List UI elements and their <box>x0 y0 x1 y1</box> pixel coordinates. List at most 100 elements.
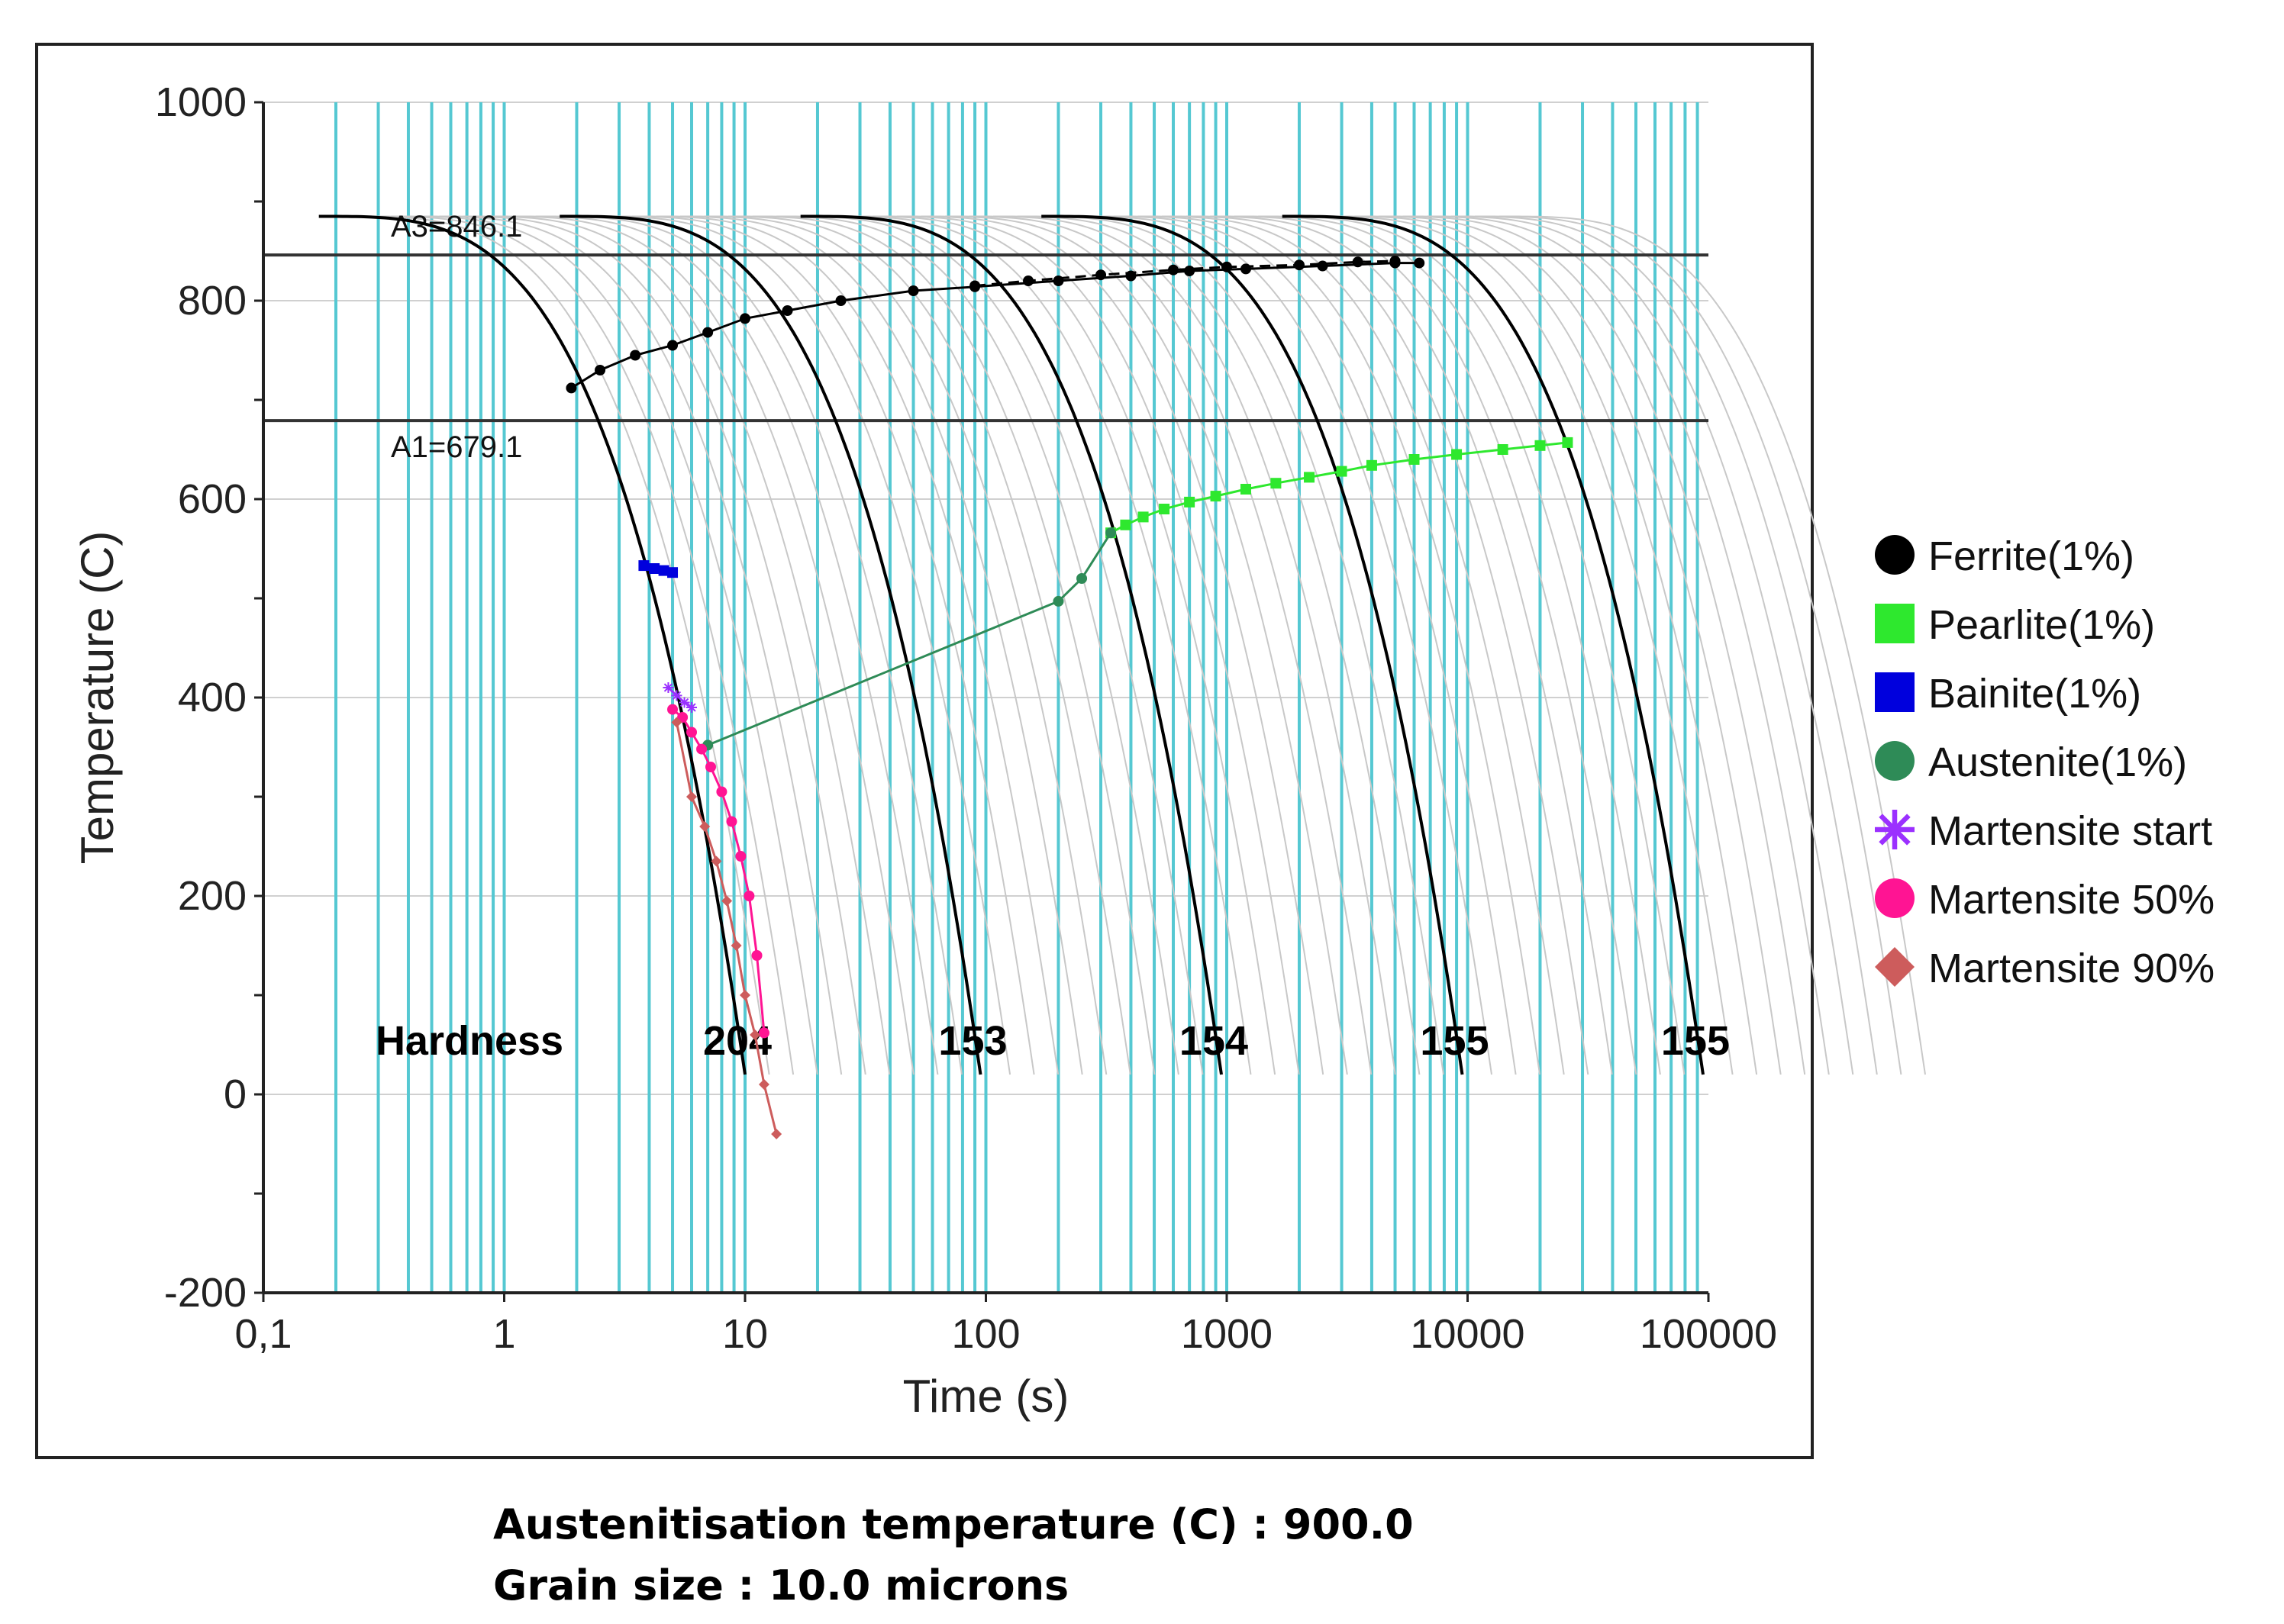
legend-label: Martensite start <box>1928 808 2212 854</box>
data-point <box>1451 449 1463 460</box>
data-point <box>1023 276 1034 286</box>
data-point <box>649 563 660 574</box>
fan-curve <box>1162 215 1589 1075</box>
hardness-label: Hardness <box>376 1018 563 1064</box>
fan-curve <box>824 215 1252 1075</box>
fan-curve <box>463 215 891 1075</box>
fan-curve <box>993 215 1421 1075</box>
legend-label: Martensite 90% <box>1928 946 2215 991</box>
data-point <box>969 280 981 292</box>
data-point <box>1270 478 1282 489</box>
hardness-value-1: 204 <box>703 1018 772 1064</box>
fan-curve <box>1450 215 1878 1075</box>
legend-swatch <box>1875 878 1915 918</box>
fan-curve <box>1330 215 1758 1075</box>
data-point <box>1240 484 1251 495</box>
fan-curve <box>366 215 795 1075</box>
cooling-curve-5 <box>1282 214 1705 1075</box>
legend-label: Austenite(1%) <box>1928 740 2187 785</box>
series-4 <box>702 527 1117 751</box>
data-point <box>740 313 750 324</box>
data-point <box>595 365 606 375</box>
fan-curve <box>391 215 818 1075</box>
legend-swatch <box>1875 810 1915 849</box>
data-point <box>566 382 577 394</box>
data-point <box>744 891 755 901</box>
data-point <box>751 950 763 961</box>
data-point <box>1210 491 1221 502</box>
y-tick-label: 800 <box>178 278 247 324</box>
y-tick-label: -200 <box>164 1270 247 1316</box>
series-6 <box>667 704 769 1039</box>
y-axis-title: Temperature (C) <box>72 531 123 865</box>
legend-entry: Pearlite(1%) <box>1875 602 2155 648</box>
fan-curve <box>487 215 915 1075</box>
series-line <box>675 722 778 1135</box>
cooling-curve-1 <box>318 214 747 1075</box>
fan-curve <box>343 215 770 1075</box>
cooling-curves: 204 153 154 155 155 Hardness <box>318 214 1730 1075</box>
data-point <box>782 305 793 316</box>
data-point <box>671 690 682 701</box>
star-stroke <box>672 691 682 701</box>
fan-curve <box>873 215 1300 1075</box>
data-point <box>1120 519 1131 530</box>
data-point <box>740 990 750 1000</box>
series-line <box>707 532 1112 746</box>
y-tick-label: 0 <box>224 1071 247 1117</box>
data-point <box>658 565 669 576</box>
legend-swatch <box>1875 604 1915 643</box>
fan-curve <box>511 215 939 1075</box>
fan-curve <box>1210 215 1637 1075</box>
fan-curve <box>680 215 1108 1075</box>
x-tick-label: 10 <box>722 1311 768 1357</box>
legend-swatch <box>1875 947 1915 987</box>
fan-curve <box>1137 215 1565 1075</box>
austenitisation-caption: Austenitisation temperature (C) : 900.0 <box>493 1500 1414 1548</box>
data-point <box>1105 527 1117 539</box>
x-tick-label: 10000 <box>1410 1311 1524 1357</box>
transformation-series <box>566 256 1573 1139</box>
star-stroke <box>663 683 673 692</box>
data-point <box>1414 257 1425 269</box>
data-point <box>721 895 733 907</box>
x-tick-label: 1 <box>492 1311 515 1357</box>
data-point <box>663 682 674 693</box>
A3-label: A3=846.1 <box>391 210 522 243</box>
data-point <box>630 350 641 361</box>
data-point <box>731 940 742 951</box>
data-point <box>667 704 679 715</box>
legend-label: Ferrite(1%) <box>1928 533 2134 579</box>
series-line <box>974 259 1395 287</box>
fan-curve <box>1402 215 1830 1075</box>
hardness-value-4: 155 <box>1420 1018 1489 1064</box>
data-point <box>1184 266 1195 276</box>
fan-curve <box>704 215 1131 1075</box>
data-point <box>1053 595 1064 607</box>
data-point <box>1137 511 1149 523</box>
reference-lines: A3=846.1 A1=679.1 <box>263 210 1708 464</box>
data-point <box>711 856 722 867</box>
legend-entry: Ferrite(1%) <box>1875 533 2134 579</box>
data-point <box>1095 269 1107 281</box>
fan-curve <box>945 215 1373 1075</box>
hardness-value-2: 153 <box>938 1018 1007 1064</box>
star-stroke <box>687 703 696 712</box>
legend-label: Pearlite(1%) <box>1928 602 2155 648</box>
legend-entry: Bainite(1%) <box>1875 671 2141 717</box>
legend: Ferrite(1%) Pearlite(1%) Bainite(1%) Austen… <box>1875 533 2215 991</box>
data-point <box>679 697 690 708</box>
legend-entry: Austenite(1%) <box>1875 740 2187 785</box>
data-point <box>908 285 919 296</box>
series-0 <box>566 257 1425 394</box>
data-point <box>686 791 698 802</box>
data-point <box>1562 437 1573 448</box>
fan-curve <box>848 215 1276 1075</box>
data-point <box>686 702 698 713</box>
data-point <box>667 567 679 578</box>
series-2 <box>1105 437 1573 539</box>
fan-curve <box>1306 215 1734 1075</box>
legend-label: Bainite(1%) <box>1928 671 2141 717</box>
